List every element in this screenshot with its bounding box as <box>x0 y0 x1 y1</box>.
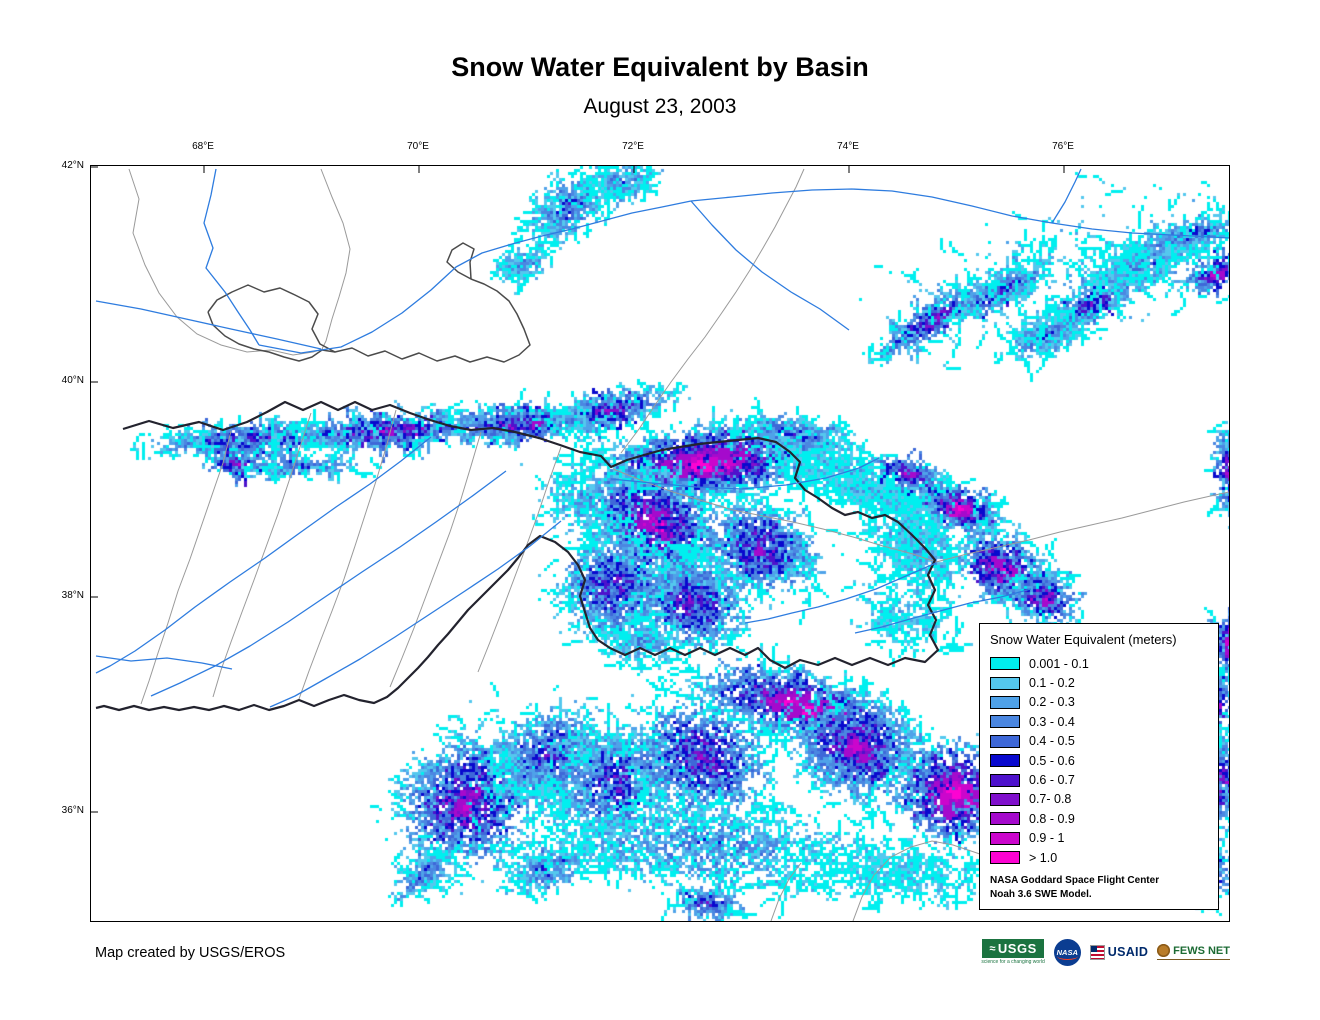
legend-swatch <box>990 754 1020 768</box>
river <box>269 520 562 708</box>
admin-boundary <box>207 311 336 362</box>
usgs-logo-text: USGS <box>997 941 1037 956</box>
river <box>203 168 260 346</box>
legend-class-label: > 1.0 <box>1029 850 1058 865</box>
fewsnet-logo: FEWS NET <box>1157 944 1230 960</box>
legend-source: NASA Goddard Space Flight Center Noah 3.… <box>990 874 1210 901</box>
river <box>95 300 322 350</box>
legend-swatch <box>990 831 1020 845</box>
lat-label: 38°N <box>61 590 84 601</box>
usaid-flag-icon <box>1089 944 1105 960</box>
legend-class-row: 0.001 - 0.1 <box>990 654 1210 673</box>
river <box>95 655 233 670</box>
basin-boundary <box>620 168 805 454</box>
legend-class-row: 0.9 - 1 <box>990 829 1210 848</box>
lat-label: 36°N <box>61 805 84 816</box>
lon-label: 76°E <box>1052 141 1074 152</box>
legend-swatch <box>990 773 1020 787</box>
basin-boundary <box>935 491 1229 563</box>
river <box>1051 168 1082 224</box>
logo-strip: ≈ USGS science for a changing world NASA… <box>980 936 1230 968</box>
basin-boundary <box>298 409 397 700</box>
legend-class-label: 0.6 - 0.7 <box>1029 773 1075 788</box>
basin-boundary <box>612 468 937 563</box>
lon-label: 70°E <box>407 141 429 152</box>
page-subtitle: August 23, 2003 <box>583 95 737 118</box>
river <box>610 457 880 490</box>
usgs-tagline: science for a changing world <box>981 959 1045 965</box>
nasa-swoosh-icon <box>1056 952 1078 960</box>
lon-label: 68°E <box>192 141 214 152</box>
legend-swatch <box>990 792 1020 806</box>
river <box>150 470 507 697</box>
legend-class-label: 0.8 - 0.9 <box>1029 811 1075 826</box>
legend-class-row: 0.2 - 0.3 <box>990 693 1210 712</box>
river <box>690 200 850 331</box>
basin-boundary <box>140 430 232 705</box>
basin-boundary <box>770 862 802 921</box>
legend-source-line2: Noah 3.6 SWE Model. <box>990 888 1092 900</box>
legend-swatch <box>990 695 1020 709</box>
map-legend: Snow Water Equivalent (meters) 0.001 - 0… <box>979 623 1219 910</box>
legend-swatch <box>990 734 1020 748</box>
usaid-logo-text: USAID <box>1107 945 1149 959</box>
river <box>854 588 1032 634</box>
legend-class-label: 0.3 - 0.4 <box>1029 714 1075 729</box>
page-title: Snow Water Equivalent by Basin <box>451 52 869 82</box>
river <box>95 436 432 674</box>
legend-class-row: 0.3 - 0.4 <box>990 712 1210 731</box>
basin-boundary <box>389 431 482 688</box>
basin-boundary <box>477 446 562 673</box>
basin-boundary <box>128 168 324 356</box>
legend-swatch <box>990 676 1020 690</box>
legend-source-line1: NASA Goddard Space Flight Center <box>990 875 1160 887</box>
lat-label: 42°N <box>61 160 84 171</box>
river <box>744 562 937 624</box>
basin-boundary <box>320 168 351 350</box>
legend-class-row: 0.6 - 0.7 <box>990 770 1210 789</box>
legend-class-label: 0.5 - 0.6 <box>1029 753 1075 768</box>
legend-swatch <box>990 812 1020 826</box>
lon-label: 72°E <box>622 141 644 152</box>
river <box>690 188 1229 239</box>
usgs-wave-icon: ≈ <box>989 942 996 955</box>
legend-class-row: 0.7- 0.8 <box>990 790 1210 809</box>
legend-class-row: 0.1 - 0.2 <box>990 673 1210 692</box>
map-credit: Map created by USGS/EROS <box>95 945 286 961</box>
legend-class-row: 0.8 - 0.9 <box>990 809 1210 828</box>
legend-swatch <box>990 851 1020 865</box>
map-frame: Snow Water Equivalent (meters) 0.001 - 0… <box>90 165 1230 922</box>
admin-boundary <box>207 242 531 363</box>
legend-swatch <box>990 715 1020 729</box>
legend-class-label: 0.001 - 0.1 <box>1029 656 1089 671</box>
legend-class-label: 0.1 - 0.2 <box>1029 676 1075 691</box>
fewsnet-logo-text: FEWS NET <box>1173 944 1230 957</box>
legend-title: Snow Water Equivalent (meters) <box>990 632 1177 647</box>
legend-class-row: > 1.0 <box>990 848 1210 867</box>
legend-class-label: 0.4 - 0.5 <box>1029 734 1075 749</box>
river <box>258 200 692 354</box>
nasa-logo: NASA <box>1053 938 1081 966</box>
legend-class-row: 0.5 - 0.6 <box>990 751 1210 770</box>
usaid-logo: USAID <box>1089 944 1149 960</box>
legend-class-row: 0.4 - 0.5 <box>990 732 1210 751</box>
legend-class-label: 0.2 - 0.3 <box>1029 695 1075 710</box>
legend-swatch <box>990 657 1020 671</box>
country-boundary <box>95 400 940 712</box>
basin-boundary <box>212 412 312 698</box>
legend-class-label: 0.7- 0.8 <box>1029 792 1072 807</box>
basin-river-layer <box>91 166 1229 921</box>
legend-class-label: 0.9 - 1 <box>1029 831 1065 846</box>
legend-classes: 0.001 - 0.1 0.1 - 0.2 0.2 - 0.3 0.3 - 0.4 0.… <box>990 654 1210 867</box>
lat-label: 40°N <box>61 375 84 386</box>
globe-icon <box>1157 944 1171 957</box>
usgs-logo: ≈ USGS science for a changing world <box>981 939 1045 965</box>
lon-label: 74°E <box>837 141 859 152</box>
